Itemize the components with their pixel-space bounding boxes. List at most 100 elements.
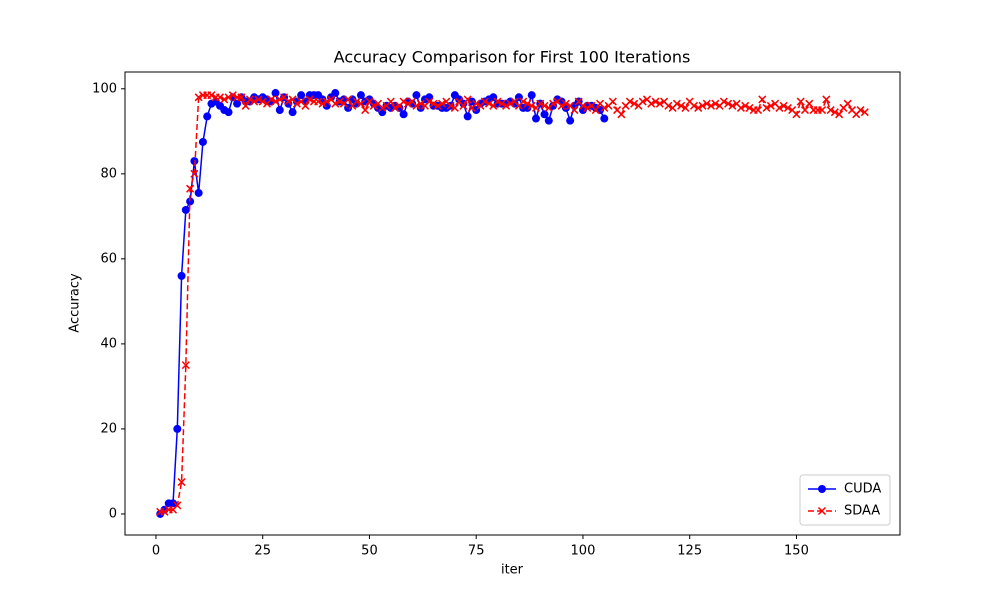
point <box>822 95 831 104</box>
point <box>314 97 323 106</box>
point <box>224 93 233 102</box>
point <box>186 184 195 193</box>
point <box>796 97 805 106</box>
point <box>625 97 634 106</box>
point <box>297 91 306 100</box>
point <box>275 106 284 115</box>
point <box>237 93 246 102</box>
point <box>258 97 267 106</box>
point <box>446 101 455 110</box>
point <box>638 97 647 106</box>
y-axis-label: Accuracy <box>68 273 83 333</box>
point <box>856 106 865 115</box>
point <box>527 91 536 100</box>
point <box>207 91 216 100</box>
point <box>416 99 425 108</box>
point <box>766 101 775 110</box>
point <box>292 99 301 108</box>
point <box>527 101 536 110</box>
point <box>331 89 340 98</box>
point <box>566 116 575 125</box>
x-tick-label: 150 <box>784 544 809 559</box>
point <box>783 103 792 112</box>
point <box>719 97 728 106</box>
point <box>591 106 600 115</box>
x-tick-label: 0 <box>152 544 160 559</box>
point <box>352 97 361 106</box>
point <box>275 95 284 104</box>
y-tick-label: 80 <box>100 166 117 181</box>
point <box>600 103 609 112</box>
point <box>318 99 327 108</box>
point <box>386 97 395 106</box>
point <box>608 97 617 106</box>
point <box>271 97 280 106</box>
point <box>335 97 344 106</box>
point <box>583 103 592 112</box>
point <box>177 478 186 487</box>
point <box>224 108 233 117</box>
point <box>472 99 481 108</box>
point <box>843 99 852 108</box>
point <box>818 106 827 115</box>
y-tick-label: 20 <box>100 421 117 436</box>
point <box>630 99 639 108</box>
point <box>233 99 242 108</box>
point <box>694 103 703 112</box>
point <box>369 101 378 110</box>
legend-marker <box>818 485 826 493</box>
point <box>549 99 558 108</box>
point <box>450 103 459 112</box>
point <box>677 101 686 110</box>
point <box>198 137 207 146</box>
point <box>288 108 297 117</box>
point <box>480 97 489 106</box>
point <box>617 110 626 119</box>
point <box>557 101 566 110</box>
plot-area <box>156 89 869 518</box>
point <box>361 106 370 115</box>
point <box>826 106 835 115</box>
point <box>484 99 494 108</box>
point <box>745 103 754 112</box>
legend-label: SDAA <box>844 504 880 519</box>
point <box>173 501 182 510</box>
point <box>177 271 186 280</box>
point <box>689 101 699 110</box>
chart-title: Accuracy Comparison for First 100 Iterat… <box>334 48 691 67</box>
x-tick-label: 100 <box>571 544 596 559</box>
point <box>664 101 673 110</box>
point <box>459 101 468 110</box>
point <box>651 97 660 106</box>
point <box>190 169 199 178</box>
point <box>497 99 506 108</box>
point <box>724 99 733 108</box>
point <box>344 95 353 104</box>
point <box>412 101 421 110</box>
point <box>203 112 212 121</box>
point <box>830 108 839 117</box>
axes-frame <box>124 71 901 536</box>
point <box>169 499 178 508</box>
point <box>331 99 340 108</box>
point <box>463 95 472 104</box>
point <box>707 101 716 110</box>
x-axis-label: iter <box>501 563 524 578</box>
point <box>271 89 280 98</box>
point <box>412 91 421 100</box>
point <box>425 93 434 102</box>
x-tick-label: 125 <box>677 544 702 559</box>
point <box>672 99 681 108</box>
point <box>181 361 190 370</box>
point <box>322 97 331 106</box>
point <box>305 95 314 104</box>
point <box>228 91 237 100</box>
legend-label: CUDA <box>844 482 881 497</box>
point <box>391 103 400 112</box>
point <box>267 95 276 104</box>
point <box>600 114 609 123</box>
point <box>779 101 788 110</box>
point <box>194 93 203 102</box>
y-tick-label: 100 <box>92 81 117 96</box>
